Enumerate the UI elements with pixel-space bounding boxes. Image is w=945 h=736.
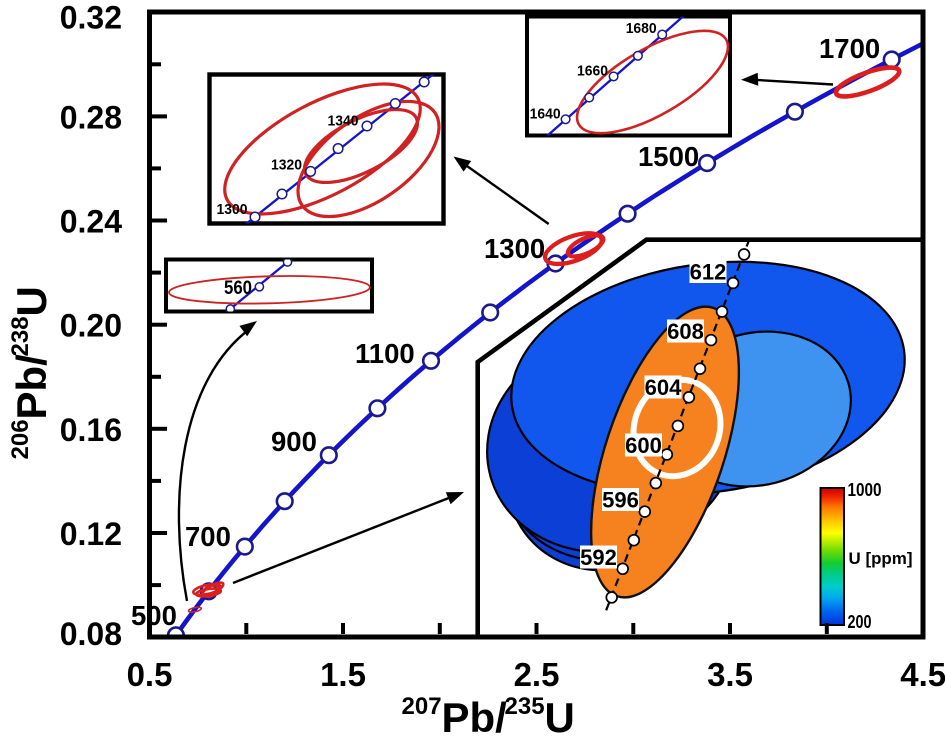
- svg-text:500: 500: [131, 600, 177, 631]
- svg-text:2.5: 2.5: [514, 656, 560, 693]
- svg-text:235: 235: [505, 693, 545, 720]
- svg-text:592: 592: [580, 545, 617, 570]
- svg-text:560: 560: [224, 278, 252, 299]
- svg-text:1340: 1340: [328, 113, 359, 130]
- svg-text:1000: 1000: [848, 480, 882, 500]
- svg-text:0.24: 0.24: [60, 204, 122, 240]
- svg-text:4.5: 4.5: [900, 656, 945, 693]
- svg-text:3.5: 3.5: [707, 656, 753, 693]
- svg-text:206: 206: [7, 419, 34, 459]
- svg-text:1660: 1660: [577, 63, 608, 80]
- svg-text:1700: 1700: [819, 33, 880, 64]
- svg-text:Pb/: Pb/: [442, 694, 508, 736]
- svg-text:1100: 1100: [355, 338, 415, 369]
- svg-text:200: 200: [848, 612, 872, 632]
- svg-text:604: 604: [645, 375, 682, 400]
- svg-text:596: 596: [602, 488, 639, 513]
- svg-text:1300: 1300: [484, 233, 545, 264]
- svg-text:207: 207: [402, 693, 442, 720]
- svg-text:1500: 1500: [638, 141, 699, 172]
- svg-text:1640: 1640: [530, 105, 561, 122]
- svg-text:1300: 1300: [217, 201, 248, 218]
- svg-text:0.32: 0.32: [60, 0, 122, 35]
- svg-text:0.12: 0.12: [60, 516, 122, 552]
- svg-text:1.5: 1.5: [320, 656, 366, 693]
- svg-text:608: 608: [667, 319, 704, 344]
- svg-text:1320: 1320: [271, 157, 302, 174]
- svg-text:238: 238: [7, 316, 34, 356]
- svg-text:0.08: 0.08: [60, 616, 122, 652]
- svg-text:612: 612: [690, 260, 727, 285]
- svg-text:0.20: 0.20: [60, 308, 122, 344]
- svg-text:U: U: [545, 694, 575, 736]
- svg-text:700: 700: [185, 521, 231, 552]
- svg-text:900: 900: [271, 426, 317, 457]
- svg-text:0.5: 0.5: [127, 656, 173, 693]
- svg-text:0.28: 0.28: [60, 99, 122, 135]
- svg-text:0.16: 0.16: [60, 412, 122, 448]
- svg-text:600: 600: [625, 433, 662, 458]
- svg-text:Pb/: Pb/: [8, 354, 55, 420]
- svg-text:U [ppm]: U [ppm]: [849, 550, 913, 568]
- svg-text:U: U: [8, 286, 55, 316]
- svg-text:1680: 1680: [626, 20, 657, 37]
